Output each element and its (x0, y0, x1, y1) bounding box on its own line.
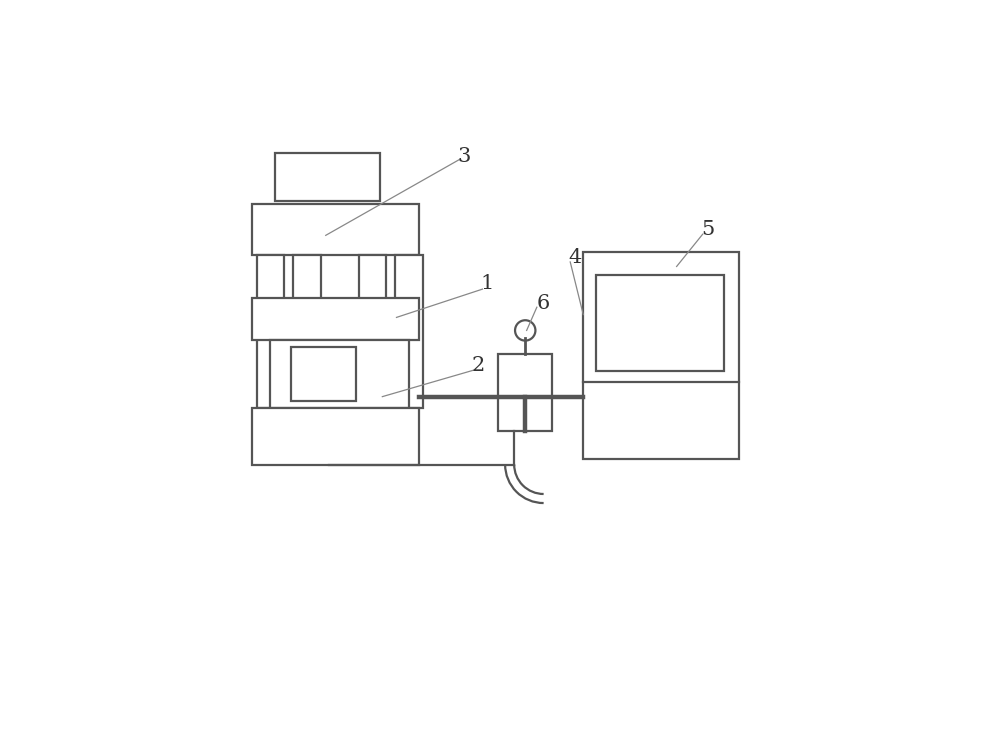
Text: 4: 4 (568, 248, 581, 268)
Text: 6: 6 (537, 294, 550, 313)
Bar (583, 252, 739, 459)
Bar (395, 255, 423, 408)
Bar (270, 340, 409, 408)
Bar (252, 408, 419, 465)
Bar (257, 255, 284, 408)
Text: 5: 5 (701, 220, 714, 239)
Bar (293, 255, 321, 408)
Text: 2: 2 (472, 356, 485, 375)
Bar (359, 255, 386, 408)
Bar (252, 204, 419, 255)
Bar (498, 354, 552, 431)
Bar (596, 275, 724, 371)
Bar (252, 298, 419, 340)
Bar (291, 347, 356, 401)
Bar (275, 154, 380, 201)
Text: 3: 3 (458, 146, 471, 165)
Text: 1: 1 (480, 274, 494, 293)
